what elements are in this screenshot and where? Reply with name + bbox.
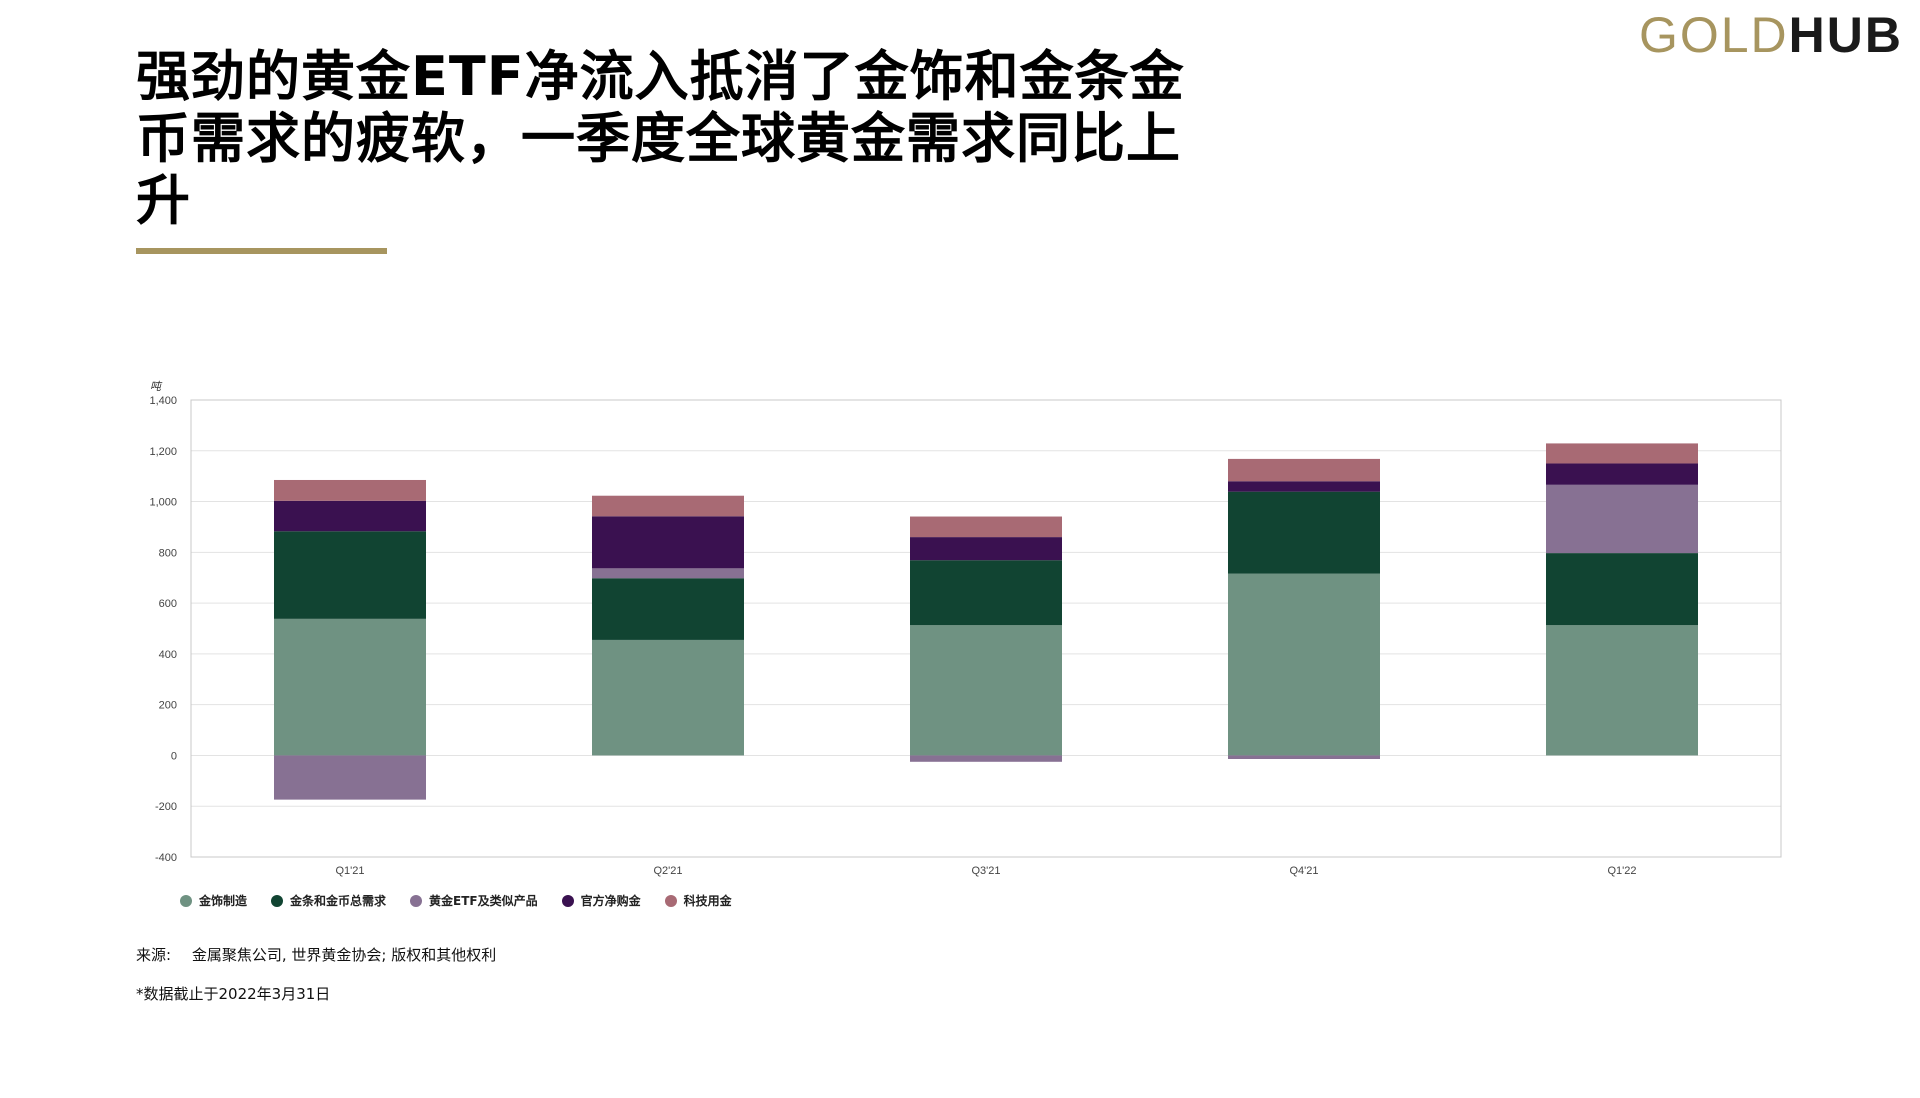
stacked-bar-chart: -400 -200 0 200 400 600 800 1,000 1,200 1,400 吨 Q1'… — [149, 380, 1782, 877]
bar-segment — [592, 495, 744, 517]
bar-segment — [1228, 491, 1380, 574]
source-text: 金属聚焦公司, 世界黄金协会; 版权和其他权利 — [191, 946, 497, 964]
legend-swatch — [271, 894, 284, 907]
y-tick-label: -200 — [155, 801, 177, 813]
bar-segment — [592, 578, 744, 640]
legend-label: 金饰制造 — [199, 894, 248, 908]
y-tick-label: 800 — [159, 547, 177, 559]
legend-item: 金条和金币总需求 — [271, 892, 386, 909]
bar-segment — [1546, 443, 1698, 464]
legend-item: 金饰制造 — [180, 892, 247, 909]
x-tick-label: Q4'21 — [1289, 865, 1318, 877]
y-tick-label: 400 — [159, 649, 177, 661]
y-tick-label: 1,000 — [149, 497, 177, 509]
footnote: *数据截止于2022年3月31日 — [136, 985, 331, 1003]
bar-segment — [274, 618, 426, 756]
bar-segment — [274, 531, 426, 619]
legend-item: 科技用金 — [664, 892, 732, 909]
chart-legend: 金饰制造 金条和金币总需求 黄金ETF及类似产品 官方净购金 科技用金 — [180, 892, 732, 909]
legend-swatch — [561, 894, 574, 907]
bar-segment — [910, 625, 1062, 756]
bar-segment — [274, 755, 426, 800]
x-tick-label: Q1'21 — [335, 865, 364, 877]
plot-frame — [190, 399, 1782, 858]
page-title: 强劲的黄金ETF净流入抵消了金饰和金条金币需求的疲软，一季度全球黄金需求同比上升 — [136, 45, 1185, 232]
y-tick-label: -400 — [155, 852, 177, 864]
bar-segment — [592, 639, 744, 756]
bar-segment — [1546, 484, 1698, 554]
legend-swatch — [410, 894, 423, 907]
y-axis-unit: 吨 — [150, 380, 163, 393]
x-tick-label: Q1'22 — [1607, 865, 1636, 877]
logo-gold-text: GOLD — [1638, 7, 1789, 63]
bar-segment — [1546, 553, 1698, 626]
legend-label: 金条和金币总需求 — [290, 894, 387, 908]
logo-hub-text: HUB — [1788, 7, 1903, 63]
bar-segment — [1228, 458, 1380, 482]
goldhub-logo: GOLDHUB — [1639, 10, 1903, 60]
y-tick-label: 600 — [159, 598, 177, 610]
y-tick-label: 0 — [171, 750, 177, 762]
bar-segment — [1228, 481, 1380, 492]
bar-segment — [274, 479, 426, 501]
bar-segment — [910, 516, 1062, 538]
legend-item: 黄金ETF及类似产品 — [410, 892, 538, 909]
y-tick-label: 1,200 — [149, 446, 177, 458]
bar-segment — [1546, 625, 1698, 756]
legend-swatch — [664, 894, 677, 907]
bar-segment — [910, 537, 1062, 561]
legend-label: 官方净购金 — [580, 894, 641, 908]
legend-swatch — [180, 894, 192, 907]
x-tick-label: Q2'21 — [653, 865, 682, 877]
y-tick-label: 200 — [159, 700, 177, 712]
title-underline — [136, 248, 387, 254]
bar-segment — [274, 500, 426, 532]
legend-label: 科技用金 — [683, 894, 732, 908]
legend-label: 黄金ETF及类似产品 — [429, 894, 538, 908]
y-tick-label: 1,400 — [149, 395, 177, 407]
bar-segment — [1546, 463, 1698, 485]
bar-segment — [592, 568, 744, 579]
bar-segment — [1228, 755, 1380, 759]
x-tick-label: Q3'21 — [971, 865, 1000, 877]
source-label: 来源: — [136, 946, 172, 964]
bar-segment — [592, 516, 744, 569]
bar-segment — [910, 560, 1062, 626]
bar-segment — [1228, 573, 1380, 756]
source-line: 来源: 金属聚焦公司, 世界黄金协会; 版权和其他权利 — [136, 944, 496, 965]
bar-segment — [910, 755, 1062, 762]
legend-item: 官方净购金 — [561, 892, 641, 909]
